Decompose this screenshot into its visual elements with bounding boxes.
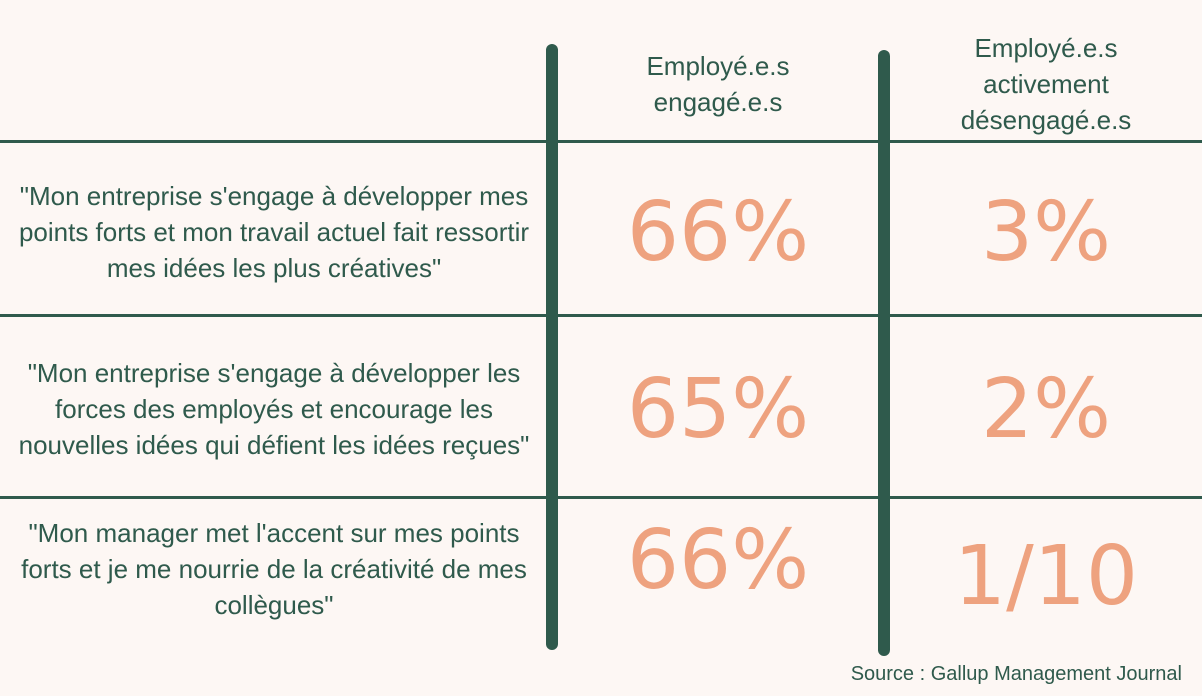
row-statement-3: "Mon manager met l'accent sur mes points… (0, 504, 548, 634)
value-engaged-row-1: 66% (626, 184, 810, 280)
row-statement-3-text: "Mon manager met l'accent sur mes points… (21, 518, 527, 620)
column-divider-2 (878, 50, 890, 656)
value-disengaged-row-2: 2% (980, 361, 1112, 457)
value-engaged-row-2: 65% (626, 361, 810, 457)
row-statement-2-text: "Mon entreprise s'engage à développer le… (18, 358, 530, 460)
value-engaged-row-3: 66% (626, 512, 810, 608)
value-disengaged-row-3: 1/10 (953, 528, 1139, 624)
row-statement-2: "Mon entreprise s'engage à développer le… (0, 322, 548, 496)
row-statement-1: "Mon entreprise s'engage à développer me… (0, 150, 548, 314)
row-statement-1-text: "Mon entreprise s'engage à développer me… (18, 181, 530, 283)
value-disengaged-row-1: 3% (980, 184, 1112, 280)
source-caption: Source : Gallup Management Journal (850, 663, 1182, 685)
row-divider-header (0, 140, 1202, 143)
row-divider-1 (0, 314, 1202, 317)
column-header-engaged: Employé.e.s engagé.e.s (646, 51, 790, 117)
column-header-disengaged: Employé.e.s activement désengagé.e.s (960, 33, 1132, 135)
row-divider-2 (0, 496, 1202, 499)
